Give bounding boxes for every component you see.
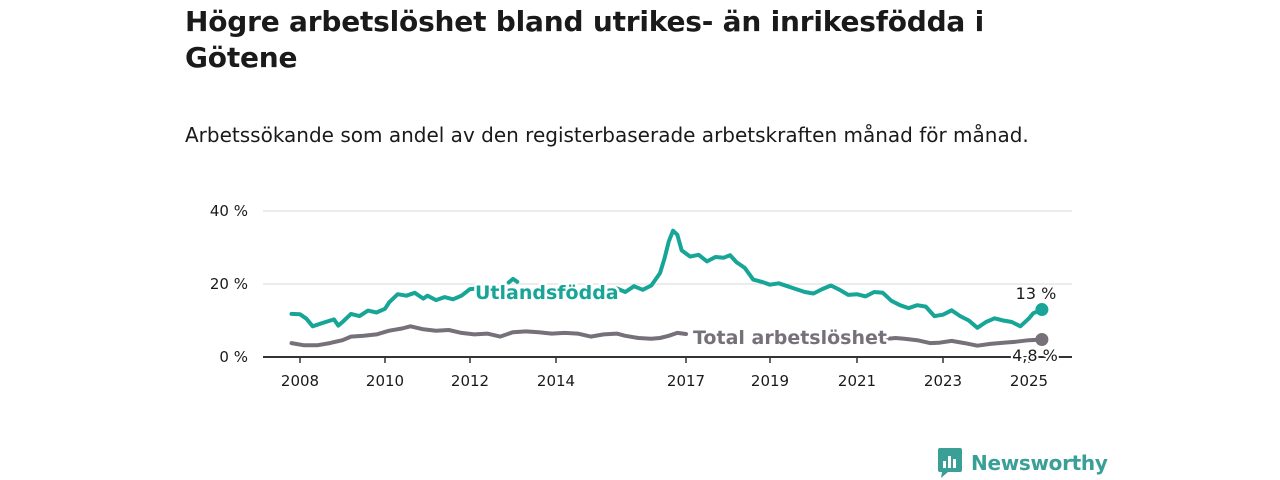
x-tick-label: 2025 — [1010, 372, 1048, 390]
series-label-total: Total arbetslöshet — [693, 327, 887, 349]
series-line-total — [885, 336, 1044, 348]
end-label-total: 4,8 % — [1012, 346, 1058, 365]
series-line-utlandsfodda — [289, 286, 481, 329]
brand-name: Newsworthy — [971, 451, 1108, 475]
end-point-utlandsfodda — [1035, 303, 1049, 317]
x-tick-label: 2010 — [366, 372, 404, 390]
series-line-total — [289, 324, 688, 348]
x-tick-label: 2012 — [451, 372, 489, 390]
x-tick-label: 2023 — [924, 372, 962, 390]
x-tick-label: 2021 — [838, 372, 876, 390]
chart-subtitle: Arbetssökande som andel av den registerb… — [185, 123, 1029, 147]
series-line-utlandsfodda — [506, 276, 520, 285]
chart-title: Högre arbetslöshet bland utrikes- än inr… — [185, 5, 985, 74]
series-label-utlandsfodda: Utlandsfödda — [475, 282, 619, 304]
y-tick-label: 0 % — [219, 348, 248, 366]
x-tick-label: 2008 — [281, 372, 319, 390]
x-tick-label: 2017 — [667, 372, 705, 390]
newsworthy-logo-icon — [938, 448, 962, 478]
y-tick-label: 40 % — [210, 202, 248, 220]
end-label-utlandsfodda: 13 % — [1016, 284, 1057, 303]
end-point-total — [1035, 332, 1049, 346]
brand-logo: Newsworthy — [937, 447, 1108, 479]
series-line-utlandsfodda — [606, 228, 1044, 330]
x-tick-label: 2014 — [537, 372, 575, 390]
x-tick-label: 2019 — [751, 372, 789, 390]
y-tick-label: 20 % — [210, 275, 248, 293]
